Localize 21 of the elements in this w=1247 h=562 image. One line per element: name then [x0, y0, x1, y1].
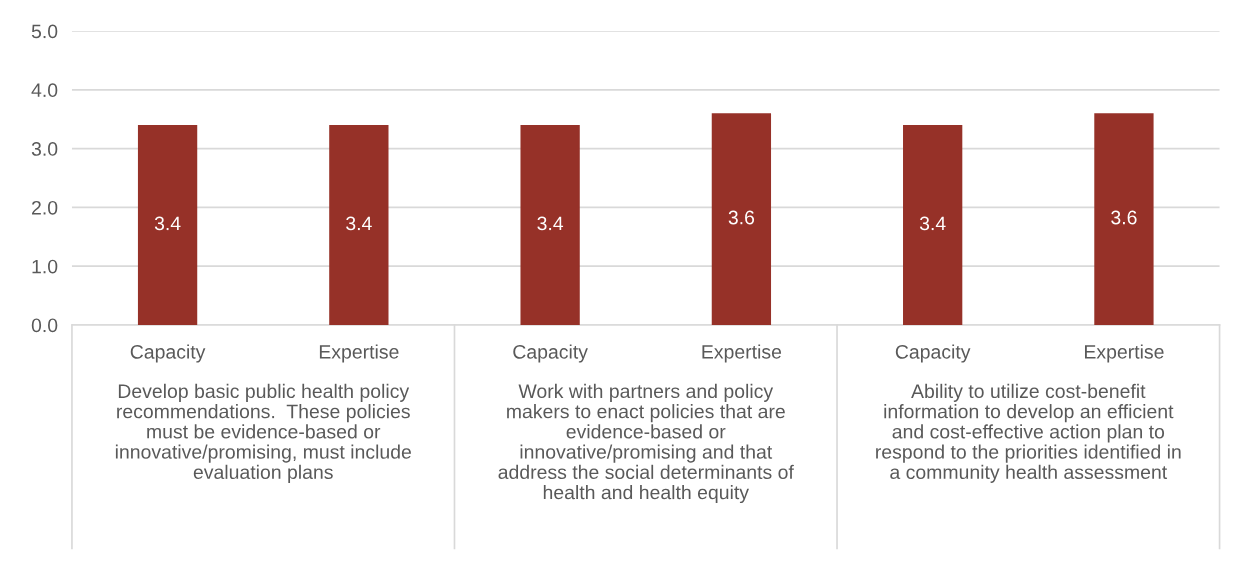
data-label: 3.4 — [154, 216, 181, 231]
data-label: 3.4 — [537, 216, 564, 231]
y-tick-label: 5.0 — [31, 24, 58, 39]
x-tick-label: Expertise — [702, 344, 782, 363]
x-tick-label: Capacity — [513, 344, 588, 363]
data-label: 3.6 — [728, 210, 755, 225]
x-tick-label: Capacity — [130, 344, 206, 363]
data-label: 3.6 — [1111, 210, 1137, 225]
text: Work with partners and policy makers to enact policies that are evidence-based or innovative/promising and that address the social determinants of health and health equity — [498, 383, 794, 504]
y-tick-label: 0.0 — [31, 318, 58, 333]
x-tick-label: Expertise — [1085, 344, 1164, 363]
data-label: 3.4 — [346, 216, 372, 231]
y-tick-label: 2.0 — [32, 200, 58, 215]
x-tick-label: Capacity — [895, 344, 971, 363]
text: Develop basic public health policy recommendations. These policies must be evidence-based or innovative/promising, must include evaluation plans — [115, 383, 411, 483]
data-label: 3.4 — [919, 216, 946, 231]
y-tick-label: 3.0 — [31, 142, 58, 156]
y-tick-label: 1.0 — [32, 259, 58, 274]
text: Ability to utilize cost-benefit information to develop an efficient and cost-effective action plan to respond to the priorities identified in a community health assessment — [876, 383, 1181, 483]
x-tick-label: Expertise — [319, 344, 399, 363]
y-tick-label: 4.0 — [31, 83, 58, 98]
